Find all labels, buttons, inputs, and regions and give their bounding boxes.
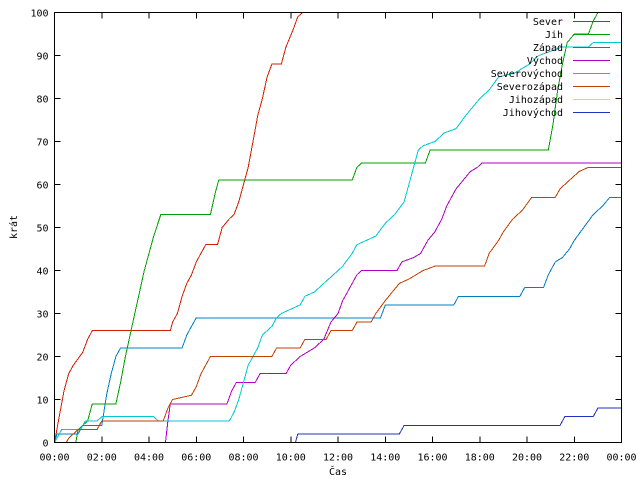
series-line-2 [54, 196, 622, 443]
y-tick-label: 60 [36, 181, 48, 192]
y-tick-label: 30 [36, 310, 48, 321]
x-tick-label: 04:00 [134, 453, 164, 464]
x-tick-label: 16:00 [417, 453, 447, 464]
legend-label: Jih [545, 30, 563, 41]
x-tick-label: 06:00 [181, 453, 211, 464]
y-tick-label: 0 [42, 439, 48, 450]
x-tick-label: 22:00 [559, 453, 589, 464]
x-tick-label: 14:00 [370, 453, 400, 464]
y-tick-label: 40 [36, 267, 48, 278]
legend-label: Severozápad [497, 81, 563, 93]
legend: Sever JihZápadVýchodSeverovýchodSeverozáp… [491, 17, 610, 119]
x-tick-label: 20:00 [512, 453, 542, 464]
series-line-1 [54, 12, 599, 443]
y-tick-label: 10 [36, 396, 48, 407]
y-axis-label: krát [8, 215, 20, 239]
series-line-4 [54, 42, 622, 443]
x-axis-label: Čas [329, 465, 347, 478]
series-line-0 [54, 12, 303, 443]
x-tick-label: 08:00 [228, 453, 258, 464]
series-line-3 [165, 162, 622, 443]
legend-label: Východ [527, 55, 563, 67]
legend-label: Severovýchod [491, 68, 563, 80]
x-tick-label: 10:00 [276, 453, 306, 464]
x-tick-label: 00:00 [606, 453, 636, 464]
series-line-5 [65, 166, 622, 443]
legend-label: Západ [533, 42, 563, 54]
legend-label: Sever [533, 17, 563, 28]
x-tick-label: 00:00 [39, 453, 69, 464]
series-line-7 [295, 407, 622, 443]
y-tick-label: 80 [36, 95, 48, 106]
y-tick-label: 100 [30, 9, 48, 20]
legend-label: Jihovýchod [503, 107, 563, 119]
x-tick-label: 02:00 [87, 453, 117, 464]
x-tick-label: 18:00 [465, 453, 495, 464]
y-tick-label: 20 [36, 353, 48, 364]
legend-label: Jihozápad [509, 94, 563, 106]
y-tick-label: 70 [36, 138, 48, 149]
x-tick-label: 12:00 [323, 453, 353, 464]
y-tick-label: 50 [36, 224, 48, 235]
ticks-layer: 0 10 20 30 40 50 60 70 80 90 100 00:00 02:00 04:00 06:… [30, 9, 636, 464]
y-tick-label: 90 [36, 52, 48, 63]
